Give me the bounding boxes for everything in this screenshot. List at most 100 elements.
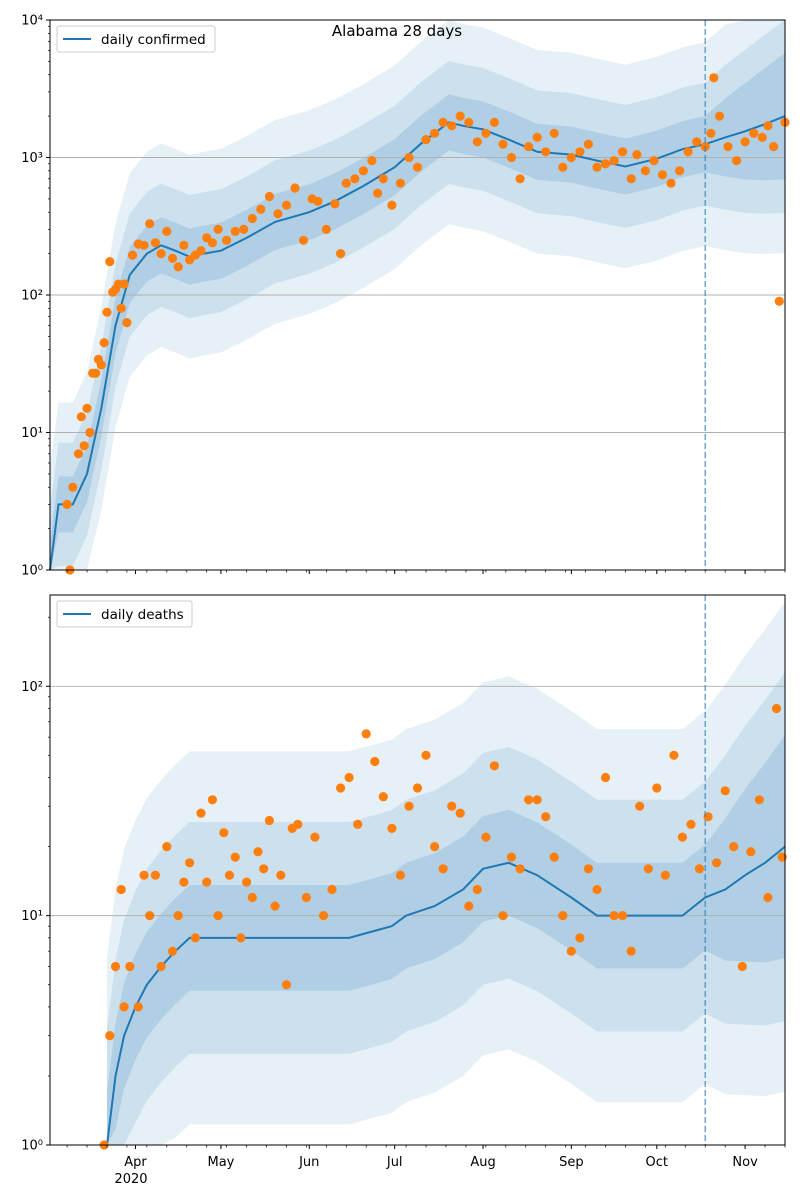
uncertainty-band xyxy=(106,672,785,1145)
data-point xyxy=(575,147,585,157)
data-point xyxy=(749,128,759,138)
data-point xyxy=(73,449,84,459)
data-point xyxy=(190,933,200,943)
data-point xyxy=(746,847,756,857)
data-point xyxy=(464,901,474,911)
confirmed-x-ticks xyxy=(66,570,786,574)
y-tick-label: 10⁰ xyxy=(21,564,43,579)
confirmed-panel: 10⁰ 10¹ 10² 10³ 10⁴ Alabama 28 days daily co… xyxy=(21,14,790,579)
data-point xyxy=(472,137,482,147)
data-point xyxy=(549,852,559,862)
data-point xyxy=(116,303,126,313)
data-point xyxy=(592,884,602,895)
data-point xyxy=(754,795,765,805)
data-point xyxy=(173,911,183,921)
data-point xyxy=(541,812,551,822)
data-point xyxy=(162,842,172,852)
data-point xyxy=(82,403,92,413)
data-point xyxy=(230,852,240,862)
data-point xyxy=(421,750,431,760)
data-point xyxy=(566,152,576,163)
data-point xyxy=(506,852,517,862)
data-point xyxy=(85,427,95,438)
data-point xyxy=(341,178,351,188)
data-point xyxy=(600,772,611,783)
data-point xyxy=(367,156,377,166)
y-tick-label: 10² xyxy=(21,289,43,304)
data-point xyxy=(162,226,172,236)
y-tick-label: 10³ xyxy=(21,151,43,166)
data-point xyxy=(455,111,465,121)
data-point xyxy=(290,183,300,193)
data-point xyxy=(649,156,659,166)
data-point xyxy=(643,864,653,874)
data-point xyxy=(318,911,329,921)
data-point xyxy=(686,819,696,830)
confirmed-series-line xyxy=(49,115,786,571)
data-point xyxy=(264,815,274,826)
data-point xyxy=(247,892,257,903)
data-point xyxy=(592,162,602,172)
data-point xyxy=(224,870,235,880)
data-point xyxy=(524,142,534,152)
data-point xyxy=(412,783,423,793)
data-point xyxy=(239,224,249,234)
deaths-legend: daily deaths xyxy=(56,600,193,628)
data-point xyxy=(256,204,266,214)
data-point xyxy=(464,117,474,127)
y-tick-label: 10⁴ xyxy=(21,14,43,29)
data-point xyxy=(222,235,232,245)
data-point xyxy=(481,832,491,842)
data-point xyxy=(150,870,160,880)
data-point xyxy=(350,174,360,184)
series-line xyxy=(49,115,786,571)
data-point xyxy=(757,132,767,142)
confirmed-points xyxy=(62,73,790,575)
data-point xyxy=(96,360,106,370)
data-point xyxy=(321,224,331,234)
y-tick-label: 10⁰ xyxy=(21,1139,43,1154)
data-point xyxy=(404,152,414,163)
x-tick-label: Jul xyxy=(386,1155,403,1170)
data-point xyxy=(344,772,354,783)
y-tick-label: 10¹ xyxy=(21,909,43,924)
data-point xyxy=(489,117,499,127)
data-point xyxy=(652,783,662,793)
data-point xyxy=(242,877,252,887)
data-point xyxy=(618,147,628,157)
data-point xyxy=(202,877,212,887)
data-point xyxy=(675,166,685,176)
data-point xyxy=(575,933,585,943)
data-point xyxy=(732,156,742,166)
deaths-plot-frame xyxy=(49,594,786,1146)
data-point xyxy=(313,196,323,206)
data-point xyxy=(632,150,642,160)
deaths-points xyxy=(99,703,787,1150)
data-point xyxy=(110,961,121,972)
data-point xyxy=(336,783,346,793)
uncertainty-band xyxy=(106,735,785,1145)
data-point xyxy=(506,152,517,163)
data-point xyxy=(185,858,195,868)
data-point xyxy=(259,864,269,874)
data-point xyxy=(336,249,346,259)
data-point xyxy=(692,137,702,147)
data-point xyxy=(76,412,86,422)
data-point xyxy=(498,911,508,921)
data-point xyxy=(404,801,414,811)
data-point xyxy=(737,961,747,972)
data-point xyxy=(301,892,311,903)
y-tick-label: 10¹ xyxy=(21,426,43,441)
data-point xyxy=(395,178,405,188)
data-point xyxy=(558,911,568,921)
data-point xyxy=(723,142,733,152)
data-point xyxy=(558,162,568,172)
data-point xyxy=(472,884,482,895)
data-point xyxy=(156,249,166,259)
data-point xyxy=(361,729,371,739)
data-point xyxy=(247,213,257,224)
data-point xyxy=(145,219,155,229)
data-point xyxy=(532,132,542,142)
data-point xyxy=(549,128,559,138)
